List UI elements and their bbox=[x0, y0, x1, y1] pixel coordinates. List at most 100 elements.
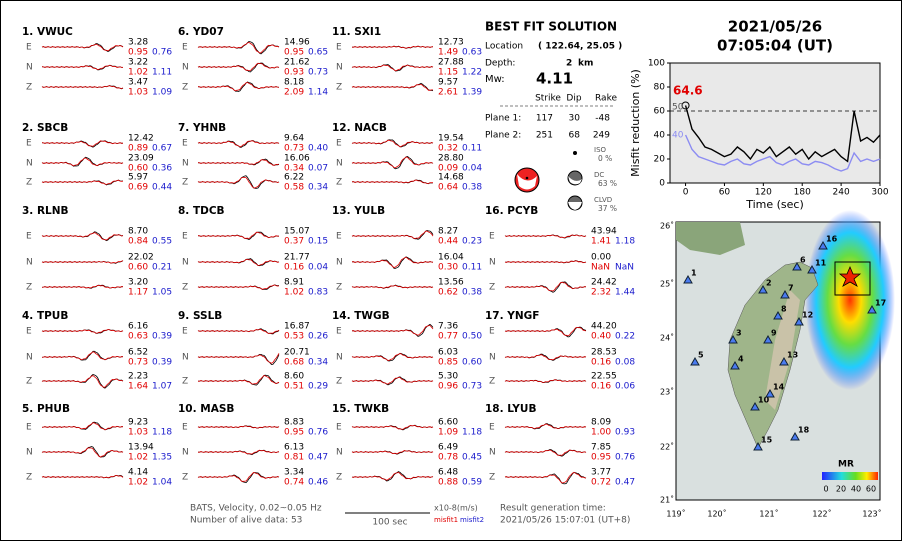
amplitude: 12.42 bbox=[128, 134, 154, 144]
misfit1: 0.93 bbox=[284, 68, 304, 78]
dc-ball-part bbox=[568, 176, 582, 185]
misfit2: 0.47 bbox=[308, 453, 328, 463]
amplitude: 28.53 bbox=[591, 348, 617, 358]
amplitude: 7.36 bbox=[438, 322, 458, 332]
component-label: E bbox=[26, 43, 32, 53]
x-tick-label: 300 bbox=[871, 188, 888, 198]
component-label: N bbox=[336, 63, 343, 73]
y-tick-label: 100 bbox=[648, 59, 665, 69]
annotation: 64.6 bbox=[673, 84, 703, 98]
misfit2: 1.18 bbox=[462, 428, 482, 438]
misfit1: 1.00 bbox=[591, 428, 611, 438]
amplitude: 6.16 bbox=[128, 322, 148, 332]
station-label: 18. LYUB bbox=[485, 403, 536, 415]
waveform bbox=[197, 140, 280, 148]
station-marker bbox=[753, 441, 763, 451]
misfit2-legend: misfit2 bbox=[460, 516, 484, 524]
x-tick-label: 60 bbox=[719, 188, 731, 198]
station-number: 6 bbox=[800, 256, 806, 265]
amplitude: 16.87 bbox=[284, 322, 310, 332]
misfit1: 0.16 bbox=[591, 358, 611, 368]
component-label: E bbox=[26, 423, 32, 433]
misfit2: 1.14 bbox=[308, 88, 328, 98]
misfit1: 0.58 bbox=[284, 183, 304, 193]
amplitude: 21.77 bbox=[284, 253, 310, 263]
component-label: E bbox=[182, 232, 188, 242]
amplitude: 3.47 bbox=[128, 78, 148, 88]
lon-label: 122˚ bbox=[812, 509, 831, 519]
amplitude: 22.02 bbox=[128, 253, 154, 263]
waveform bbox=[351, 179, 433, 184]
waveform bbox=[198, 449, 280, 455]
colorbar-tick: 60 bbox=[866, 485, 876, 494]
misfit2: 0.39 bbox=[152, 332, 172, 342]
misfit2: 1.39 bbox=[462, 88, 482, 98]
component-label: E bbox=[336, 232, 342, 242]
station-label: 8. TDCB bbox=[178, 205, 225, 217]
component-label: Z bbox=[336, 283, 342, 293]
station-marker bbox=[690, 356, 700, 366]
station-number: 3 bbox=[736, 329, 742, 338]
lat-label: 22˚ bbox=[660, 442, 674, 452]
waveform bbox=[351, 471, 434, 481]
misfit1: 0.96 bbox=[438, 382, 458, 392]
lat-label: 23˚ bbox=[660, 387, 674, 397]
misfit1: 2.09 bbox=[284, 88, 304, 98]
plane-label: Plane 2: bbox=[485, 131, 521, 141]
misfit2: 0.29 bbox=[308, 382, 328, 392]
amplitude: 6.03 bbox=[438, 348, 458, 358]
component-label: Z bbox=[182, 377, 188, 387]
component-label: E bbox=[26, 327, 32, 337]
misfit1: 0.64 bbox=[438, 183, 458, 193]
amplitude: 21.62 bbox=[284, 58, 310, 68]
amplitude: 8.91 bbox=[284, 278, 304, 288]
misfit1: 0.77 bbox=[438, 332, 458, 342]
waveform bbox=[197, 62, 280, 72]
station-label: 15. TWKB bbox=[332, 403, 389, 415]
location-label: Location bbox=[485, 42, 523, 52]
misfit1: 0.95 bbox=[284, 428, 304, 438]
series-line bbox=[684, 105, 881, 163]
misfit2: 0.47 bbox=[615, 478, 635, 488]
misfit1: 0.78 bbox=[438, 453, 458, 463]
misfit2: 0.23 bbox=[462, 237, 482, 247]
amplitude: 3.22 bbox=[128, 58, 148, 68]
station-marker bbox=[758, 284, 768, 294]
misfit2: 0.55 bbox=[152, 237, 172, 247]
component-label: N bbox=[489, 258, 496, 268]
station-marker bbox=[765, 388, 775, 398]
waveform bbox=[41, 64, 124, 71]
part-value: 63 % bbox=[598, 179, 617, 188]
misfit2: 1.22 bbox=[462, 68, 482, 78]
station-number: 15 bbox=[761, 436, 773, 445]
component-label: Z bbox=[26, 83, 32, 93]
misfit1: 0.40 bbox=[591, 332, 611, 342]
misfit2: 0.83 bbox=[308, 288, 328, 298]
component-label: E bbox=[489, 423, 495, 433]
waveform bbox=[351, 230, 434, 239]
waveform bbox=[41, 43, 124, 52]
component-label: N bbox=[336, 258, 343, 268]
misfit2: 0.40 bbox=[308, 144, 328, 154]
misfit1: 0.62 bbox=[438, 288, 458, 298]
misfit2: 0.50 bbox=[462, 332, 482, 342]
waveform bbox=[504, 326, 587, 337]
station-marker bbox=[763, 334, 773, 344]
component-label: N bbox=[182, 159, 189, 169]
misfit1: 0.72 bbox=[591, 478, 611, 488]
misfit2: 0.04 bbox=[308, 263, 328, 273]
waveform bbox=[197, 425, 280, 429]
amplitude: 24.42 bbox=[591, 278, 617, 288]
misfit1: 1.17 bbox=[128, 288, 148, 298]
waveform bbox=[351, 325, 434, 336]
amplitude: 3.20 bbox=[128, 278, 148, 288]
waveform bbox=[197, 41, 280, 54]
depth-unit: km bbox=[578, 59, 593, 69]
plane-value: 30 bbox=[569, 114, 581, 124]
amplitude: 23.09 bbox=[128, 154, 154, 164]
station-label: 5. PHUB bbox=[22, 403, 70, 415]
lon-label: 120˚ bbox=[707, 509, 726, 519]
waveform bbox=[41, 232, 124, 241]
component-label: Z bbox=[182, 178, 188, 188]
waveform bbox=[41, 475, 124, 479]
